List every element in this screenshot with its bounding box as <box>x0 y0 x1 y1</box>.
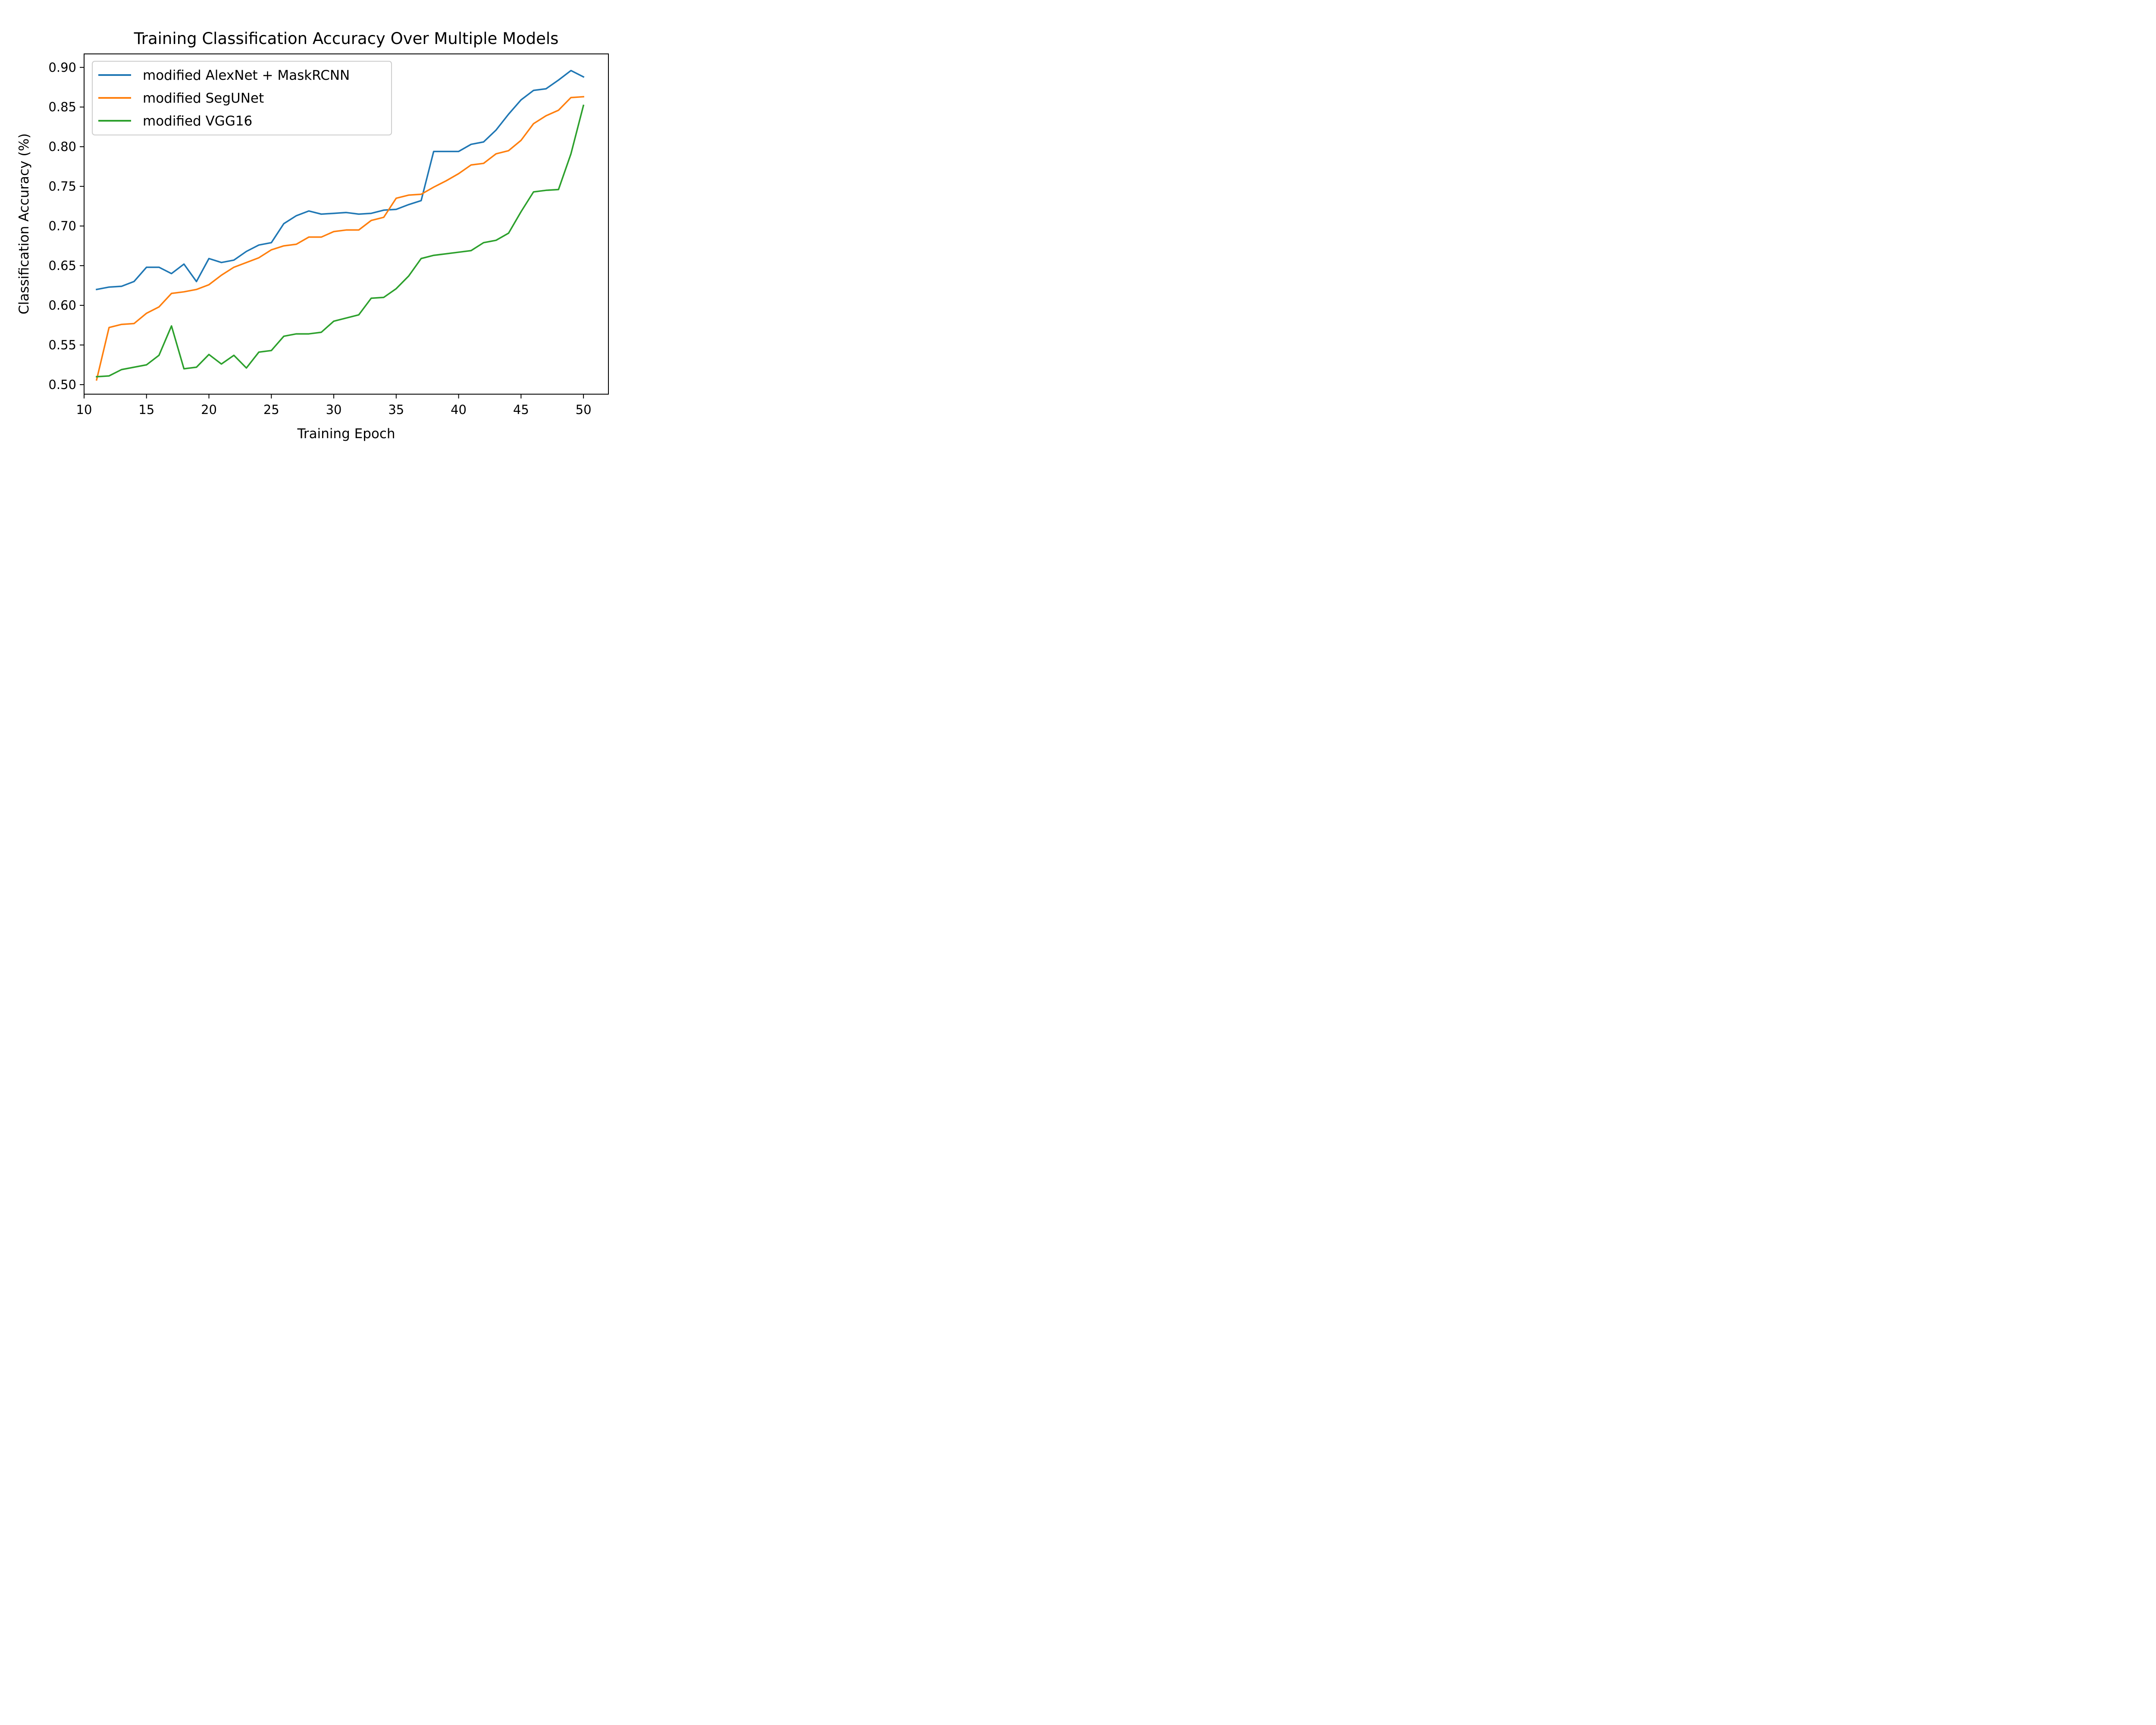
y-tick-label: 0.55 <box>48 338 76 352</box>
x-tick-label: 40 <box>451 402 467 417</box>
chart-title: Training Classification Accuracy Over Mu… <box>134 29 559 48</box>
x-tick-label: 20 <box>201 402 217 417</box>
y-tick-label: 0.85 <box>48 100 76 114</box>
legend-label-1: modified AlexNet + MaskRCNN <box>143 68 350 83</box>
legend: modified AlexNet + MaskRCNN modified SegU… <box>92 61 392 135</box>
legend-label-2: modified SegUNet <box>143 91 264 106</box>
x-tick-label: 25 <box>263 402 279 417</box>
x-axis-label: Training Epoch <box>297 426 395 442</box>
x-tick-label: 45 <box>513 402 529 417</box>
y-tick-label: 0.70 <box>48 219 76 233</box>
plot-area: 10 15 20 25 30 35 40 45 50 0.500.550.600.650.700… <box>48 53 609 417</box>
x-tick-label: 30 <box>326 402 342 417</box>
series-line-1 <box>95 69 585 291</box>
y-tick-label: 0.75 <box>48 179 76 194</box>
line-chart: Training Classification Accuracy Over Mu… <box>16 29 609 442</box>
legend-box <box>92 61 392 135</box>
x-tick-label: 15 <box>138 402 154 417</box>
legend-label-3: modified VGG16 <box>143 113 252 129</box>
y-tick-label: 0.50 <box>48 377 76 392</box>
y-tick-label: 0.65 <box>48 258 76 273</box>
plot-frame <box>84 53 609 395</box>
y-tick-label: 0.60 <box>48 298 76 313</box>
series-layer <box>95 69 585 381</box>
x-tick-label: 10 <box>76 402 92 417</box>
y-tick-label: 0.80 <box>48 139 76 154</box>
y-tick-label: 0.90 <box>48 60 76 75</box>
x-tick-label: 35 <box>388 402 404 417</box>
y-axis-label: Classification Accuracy (%) <box>16 133 32 314</box>
series-line-2 <box>95 96 584 381</box>
series-line-3 <box>96 104 585 378</box>
x-axis: 10 15 20 25 30 35 40 45 50 <box>76 394 592 417</box>
y-axis: 0.50 0.55 0.60 0.65 0.70 0.75 0.80 0.85 0.90 <box>48 60 84 392</box>
x-tick-label: 50 <box>576 402 592 417</box>
